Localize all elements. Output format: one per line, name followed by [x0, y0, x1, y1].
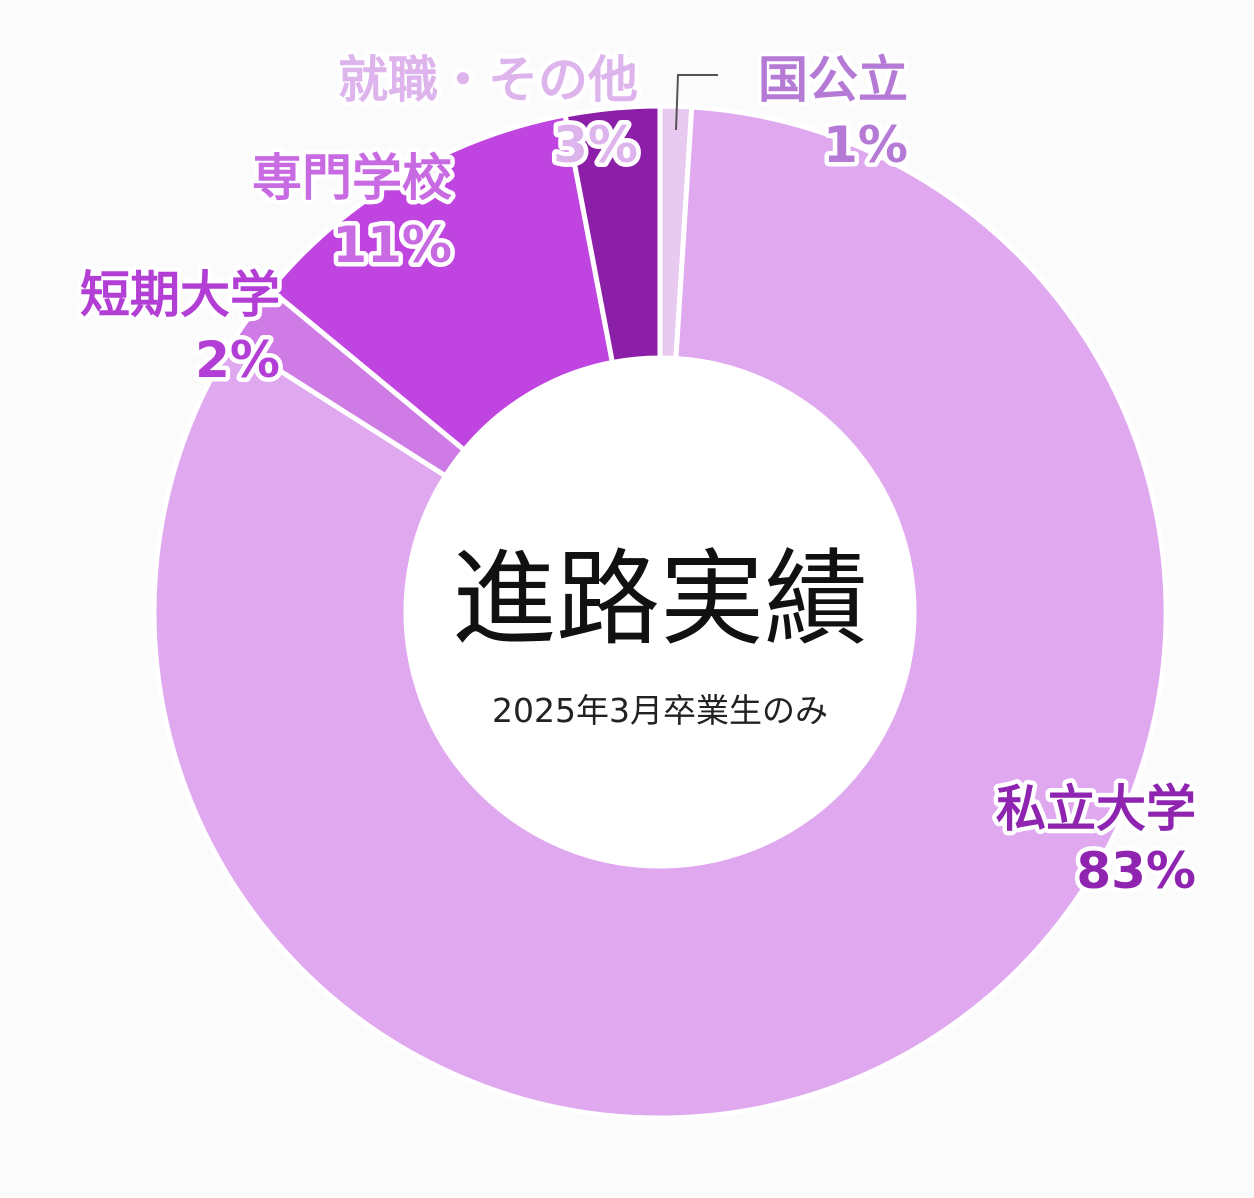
- label-vocational-school: 専門学校 11%: [248, 145, 457, 279]
- slice-name-junior-college: 短期大学: [80, 266, 280, 324]
- chart-title: 進路実績: [452, 538, 868, 660]
- slice-name-private-university: 私立大学: [996, 780, 1196, 838]
- label-private-university: 私立大学 83%: [992, 776, 1201, 905]
- slice-value-employment-other: 3%: [553, 116, 638, 174]
- label-national-public: 国公立 1%: [754, 47, 913, 179]
- label-junior-college: 短期大学 2%: [76, 262, 285, 394]
- slice-value-junior-college: 2%: [195, 331, 280, 389]
- slice-name-vocational-school: 専門学校: [252, 149, 452, 207]
- donut-slices: [151, 103, 1169, 1121]
- label-employment-other: 就職・その他 3%: [334, 47, 643, 179]
- slice-value-vocational-school: 11%: [332, 216, 452, 274]
- leader-line-national-public: [675, 74, 718, 131]
- slice-name-national-public: 国公立: [758, 51, 908, 109]
- chart-subtitle: 2025年3月卒業生のみ: [492, 691, 828, 730]
- slice-name-employment-other: 就職・その他: [338, 51, 638, 109]
- donut-hole: [406, 358, 914, 866]
- slice-value-national-public: 1%: [823, 116, 908, 174]
- slice-value-private-university: 83%: [1076, 842, 1196, 900]
